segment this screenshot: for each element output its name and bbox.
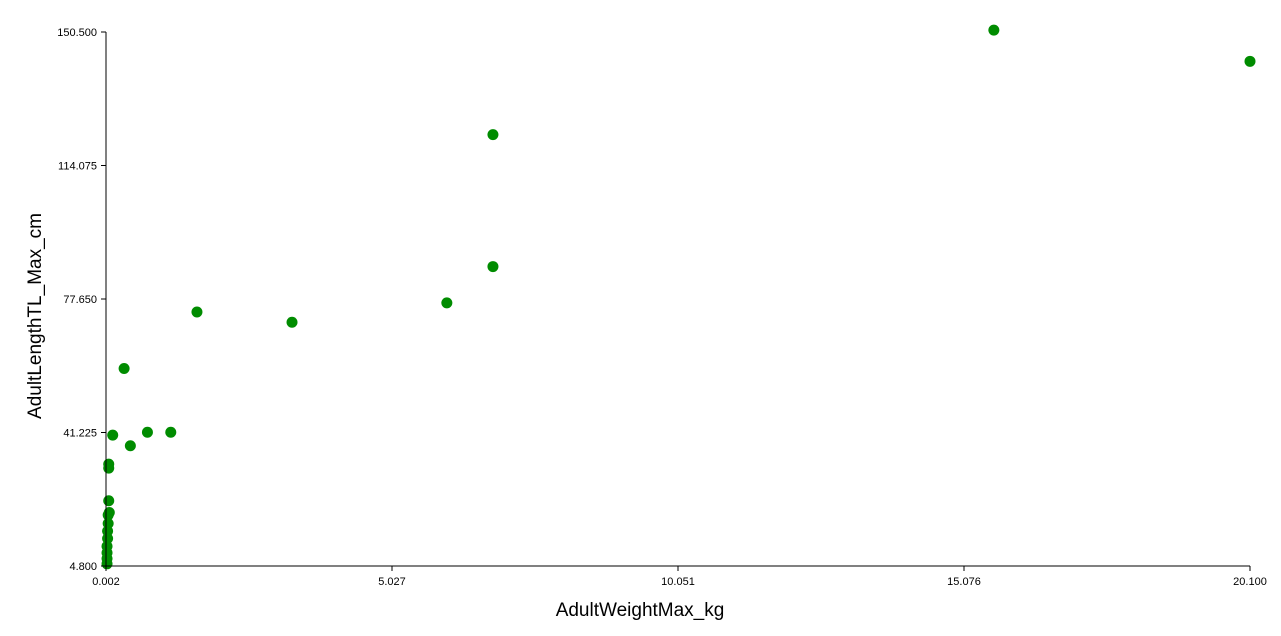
x-tick-label: 0.002 <box>92 576 120 588</box>
data-point <box>103 495 115 507</box>
y-tick-label: 77.650 <box>63 294 97 306</box>
y-tick-label: 150.500 <box>57 27 97 39</box>
y-tick-label: 114.075 <box>58 161 97 173</box>
x-tick-label: 10.051 <box>661 576 695 588</box>
y-ticks: 4.800 41.225 77.650 114.075 150.500 <box>57 27 106 573</box>
data-point <box>286 316 298 328</box>
x-tick-label: 20.100 <box>1233 576 1267 588</box>
y-axis-title: AdultLengthTL_Max_cm <box>25 213 46 419</box>
data-point <box>487 129 499 141</box>
data-point <box>191 306 203 318</box>
y-tick-label: 41.225 <box>63 428 97 440</box>
data-point <box>107 429 119 441</box>
data-point <box>441 297 453 309</box>
data-point <box>141 426 153 438</box>
data-point <box>102 509 114 521</box>
x-tick-label: 15.076 <box>947 576 981 588</box>
x-ticks: 0.002 5.027 10.051 15.076 20.100 <box>92 566 1267 588</box>
x-axis-title: AdultWeightMax_kg <box>556 600 725 621</box>
data-point <box>988 24 1000 36</box>
y-tick-label: 4.800 <box>69 561 97 573</box>
data-point <box>1244 55 1256 67</box>
data-point <box>124 440 136 452</box>
data-point <box>487 261 499 273</box>
data-point <box>118 362 130 374</box>
data-point <box>165 426 177 438</box>
data-point <box>103 462 115 474</box>
data-point <box>101 558 113 570</box>
x-tick-label: 5.027 <box>378 576 406 588</box>
points-layer <box>101 24 1256 570</box>
